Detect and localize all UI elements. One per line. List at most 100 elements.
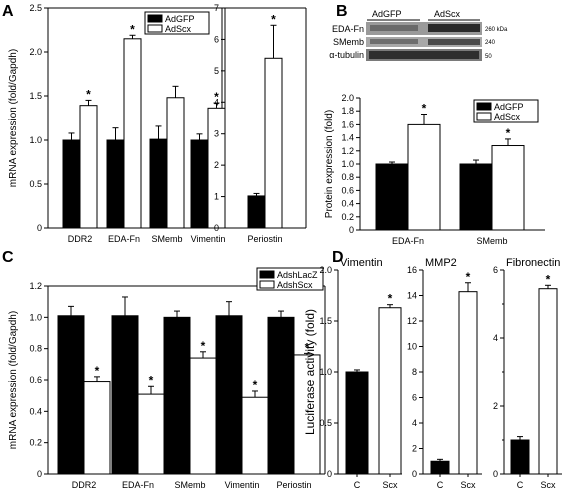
x-tick-label: Vimentin [191, 234, 226, 244]
x-tick-label: SMemb [476, 236, 507, 246]
y-tick-label: 1.0 [29, 312, 42, 322]
significance-star: * [466, 270, 471, 284]
bar [166, 97, 185, 229]
significance-star: * [95, 364, 100, 378]
y-tick-label: 1.6 [341, 119, 354, 129]
legend-label: AdGFP [494, 102, 524, 112]
bar [345, 371, 369, 475]
y-tick-label: 0.5 [319, 418, 332, 428]
y-tick-label: 1.4 [341, 133, 354, 143]
bar [491, 145, 525, 231]
y-tick-label: 5 [214, 66, 219, 76]
legend-swatch [259, 270, 275, 279]
x-tick-label: EDA-Fn [108, 234, 140, 244]
y-tick-label: 1.8 [341, 106, 354, 116]
y-tick-label: 3 [214, 129, 219, 139]
x-tick-label: C [354, 480, 361, 490]
bar [215, 315, 243, 475]
blot-band-tubulin [369, 51, 479, 59]
bar [57, 315, 85, 475]
bar [378, 307, 402, 475]
y-tick-label: 6 [493, 265, 498, 275]
y-tick-label: 1.0 [341, 159, 354, 169]
blot-band-smemb [428, 39, 480, 45]
panel-letter-c: C [2, 249, 14, 266]
legend-label: AdGFP [165, 14, 195, 24]
y-tick-label: 4 [493, 333, 498, 343]
significance-star: * [271, 12, 276, 26]
significance-star: * [130, 22, 135, 36]
significance-star: * [546, 272, 551, 286]
bar [459, 163, 493, 231]
bar [458, 291, 478, 475]
x-tick-label: DDR2 [72, 480, 97, 490]
y-tick-label: 4 [214, 97, 219, 107]
bar [510, 439, 530, 475]
y-tick-label: 1 [214, 192, 219, 202]
y-tick-label: 2 [493, 401, 498, 411]
y-axis-label: Protein expression (fold) [324, 110, 335, 218]
x-tick-label: Vimentin [225, 480, 260, 490]
bar [264, 57, 283, 229]
y-tick-label: 10 [407, 342, 417, 352]
legend-swatch [259, 280, 275, 289]
blot-size-label: 260 kDa [485, 27, 508, 33]
y-tick-label: 8 [412, 367, 417, 377]
y-axis-label: mRNA expression (fold/Gapdh) [8, 311, 19, 449]
bar [111, 315, 139, 475]
charts: 0 0.5 1.0 1.5 2.0 2.5 mRNA expression (fold/Ga… [8, 3, 562, 490]
y-axis-label: mRNA expression (fold/Gapdh) [8, 49, 19, 187]
y-tick-label: 2.5 [29, 3, 42, 13]
y-tick-label: 0.8 [29, 344, 42, 354]
x-tick-label: Scx [460, 480, 476, 490]
y-tick-label: 0 [214, 223, 219, 233]
bar [407, 123, 441, 231]
bar [79, 105, 98, 229]
legend-swatch [476, 112, 492, 121]
y-tick-label: 0.2 [29, 438, 42, 448]
y-tick-label: 0 [412, 469, 417, 479]
bar [267, 316, 295, 475]
blot-size-label: 50 [485, 54, 492, 60]
bar [163, 316, 191, 475]
chart-title: MMP2 [425, 257, 457, 269]
panel-letter-b: B [336, 3, 348, 20]
y-tick-label: 6 [214, 34, 219, 44]
chart-title: Vimentin [340, 257, 383, 269]
y-tick-label: 2.0 [29, 47, 42, 57]
x-tick-label: SMemb [151, 234, 182, 244]
blot-band-smemb [366, 37, 482, 47]
bar [538, 288, 558, 475]
bar [293, 354, 321, 475]
bar [106, 139, 125, 229]
blot-size-label: 240 [485, 40, 496, 46]
blot-band-eda-fn [370, 25, 418, 31]
bar [83, 381, 111, 475]
y-tick-label: 0.4 [29, 406, 42, 416]
blot-row-label: SMemb [333, 37, 364, 47]
y-tick-label: 2 [412, 444, 417, 454]
y-tick-label: 14 [407, 291, 417, 301]
y-tick-label: 0 [37, 223, 42, 233]
y-tick-label: 1.2 [29, 281, 42, 291]
y-tick-label: 16 [407, 265, 417, 275]
y-tick-label: 0.8 [341, 172, 354, 182]
y-tick-label: 2 [214, 160, 219, 170]
x-tick-label: EDA-Fn [392, 236, 424, 246]
bar [189, 357, 217, 475]
x-tick-label: Scx [382, 480, 398, 490]
blot-row-label: EDA-Fn [332, 24, 364, 34]
panel-letter-a: A [2, 3, 14, 20]
legend-label: AdshLacZ [277, 270, 318, 280]
x-tick-label: Periostin [276, 480, 311, 490]
legend-swatch [147, 24, 163, 33]
y-axis-label: Luciferase activity (fold) [303, 309, 317, 435]
bar [62, 139, 81, 229]
legend-swatch [147, 14, 163, 23]
y-tick-label: 6 [412, 393, 417, 403]
legend-label: AdshScx [277, 280, 313, 290]
western-blot: AdGFP AdScx EDA-Fn SMemb α-tubulin 260 k… [329, 9, 508, 61]
significance-star: * [422, 102, 427, 116]
y-tick-label: 0.4 [341, 199, 354, 209]
y-tick-label: 1.0 [319, 367, 332, 377]
